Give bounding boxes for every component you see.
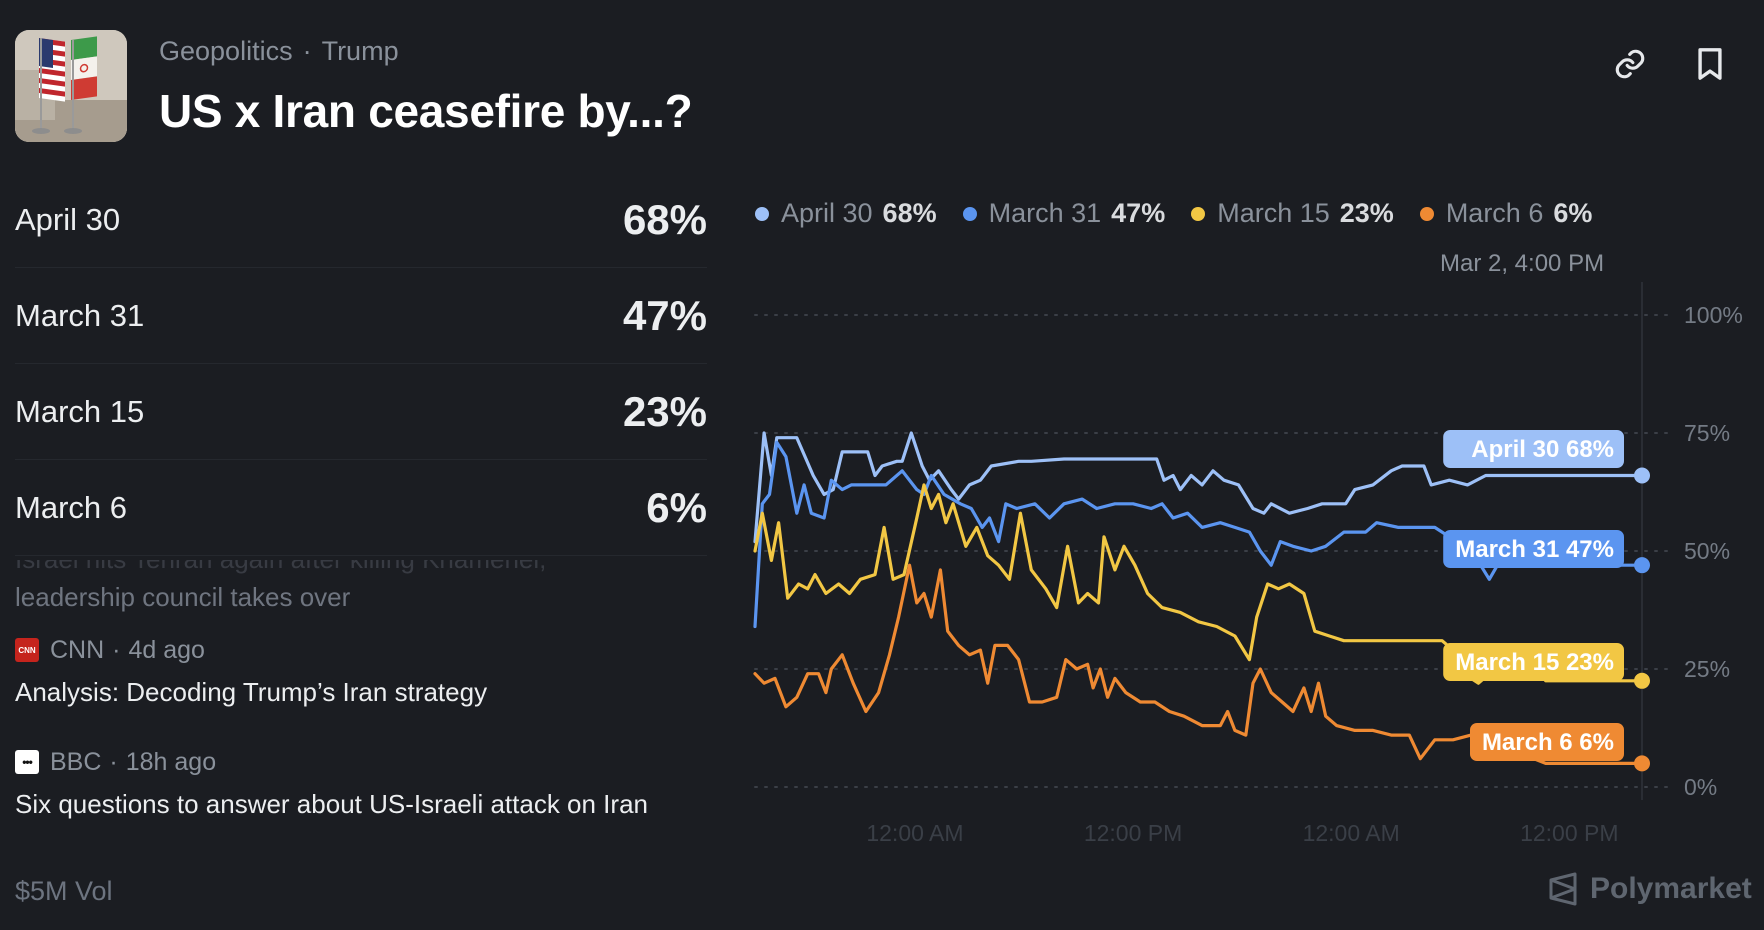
outcome-probability: 6% xyxy=(646,483,707,531)
legend-item-march-15: March 15 23% xyxy=(1191,198,1394,229)
outcome-name: March 31 xyxy=(15,297,145,333)
outcome-row-march-15[interactable]: March 15 23% xyxy=(15,364,707,460)
series-endpoint-march-31 xyxy=(1634,557,1650,574)
bbc-logo-icon: ••• xyxy=(15,750,39,774)
hover-timestamp: Mar 2, 4:00 PM xyxy=(1440,250,1605,277)
category-link[interactable]: Geopolitics xyxy=(159,36,293,66)
legend-value: 6% xyxy=(1553,198,1593,228)
legend-name: March 31 xyxy=(988,198,1102,228)
x-tick-label: 12:00 AM xyxy=(1303,820,1400,846)
news-item[interactable]: CNN CNN · 4d ago Analysis: Decoding Trum… xyxy=(15,630,715,720)
bookmark-icon xyxy=(1698,48,1722,80)
volume-label: $5M Vol xyxy=(15,876,113,906)
news-item-partial[interactable]: Israel hits Tehran again after killing K… xyxy=(15,560,715,630)
x-tick-label: 12:00 AM xyxy=(866,820,963,846)
legend-dot xyxy=(1191,206,1206,221)
outcome-probability: 23% xyxy=(622,387,707,435)
outcome-list: April 30 68% March 31 47% March 15 23% M… xyxy=(15,172,707,556)
end-label-april-30: April 30 68% xyxy=(1443,430,1624,468)
series-line-march-6 xyxy=(753,563,1644,765)
market-title: US x Iran ceasefire by...? xyxy=(159,85,693,137)
tag-link[interactable]: Trump xyxy=(321,36,399,66)
news-source: CNN xyxy=(50,635,105,664)
y-tick-label: 75% xyxy=(1684,420,1730,446)
separator-dot: · xyxy=(302,36,312,66)
outcome-row-march-31[interactable]: March 31 47% xyxy=(15,268,707,364)
y-tick-label: 50% xyxy=(1684,538,1730,564)
legend-value: 23% xyxy=(1339,198,1394,228)
news-source: BBC xyxy=(50,747,102,776)
legend-item-april-30: April 30 68% xyxy=(755,198,937,229)
end-label-text: March 6 6% xyxy=(1482,729,1614,756)
end-label-march-6: March 6 6% xyxy=(1470,723,1624,761)
separator-dot: · xyxy=(109,747,118,776)
outcome-name: March 6 xyxy=(15,489,127,525)
legend-name: March 15 xyxy=(1217,198,1330,228)
series-line-march-15 xyxy=(753,483,1644,685)
legend-name: April 30 xyxy=(781,198,873,228)
legend-dot xyxy=(755,206,769,221)
end-label-pill xyxy=(1443,643,1624,681)
outcome-probability: 68% xyxy=(622,195,707,243)
news-age: 4d ago xyxy=(128,635,205,664)
outcome-name: April 30 xyxy=(15,201,121,237)
end-label-pill xyxy=(1443,530,1624,568)
polymarket-logo[interactable]: Polymarket xyxy=(1548,872,1752,906)
legend-item-march-31: March 31 47% xyxy=(962,198,1166,229)
chart-legend: April 30 68% March 31 47% March 15 23% M… xyxy=(755,198,1618,229)
news-meta: CNN CNN · 4d ago xyxy=(15,630,715,670)
news-feed[interactable]: Israel hits Tehran again after killing K… xyxy=(15,560,715,844)
x-tick-label: 12:00 PM xyxy=(1520,820,1618,846)
news-item[interactable]: ••• BBC · 18h ago Six questions to answe… xyxy=(15,742,715,832)
outcome-row-march-6[interactable]: March 6 6% xyxy=(15,460,707,556)
us-iran-flags-image xyxy=(15,30,127,142)
series-endpoint-march-15 xyxy=(1634,672,1650,689)
copy-link-button[interactable] xyxy=(1610,44,1650,84)
polymarket-mark-icon xyxy=(1549,872,1577,906)
end-label-text: March 31 47% xyxy=(1455,536,1614,563)
series-endpoint-april-30 xyxy=(1634,467,1650,484)
y-tick-label: 100% xyxy=(1684,302,1743,328)
end-label-march-15: March 15 23% xyxy=(1443,643,1624,681)
news-age: 18h ago xyxy=(125,747,217,776)
legend-item-march-6: March 6 6% xyxy=(1419,198,1593,229)
series-line-march-31 xyxy=(753,440,1644,629)
market-thumbnail xyxy=(15,30,127,142)
axes: 100% 75% 50% 25% 0% 12:00 AM 12:00 PM 12:00 AM 1… xyxy=(866,302,1742,846)
cnn-logo-icon: CNN xyxy=(15,638,39,662)
news-headline[interactable]: Analysis: Decoding Trump’s Iran strategy xyxy=(15,677,488,707)
legend-name: March 6 xyxy=(1445,198,1544,228)
separator-dot: · xyxy=(112,635,121,664)
link-icon xyxy=(1615,49,1645,79)
outcome-name: March 15 xyxy=(15,393,145,429)
outcome-row-april-30[interactable]: April 30 68% xyxy=(15,172,707,268)
news-headline-faded-line: leadership council takes over xyxy=(15,582,351,612)
end-labels: April 30 68% March 31 47% March 15 23% Marc… xyxy=(1443,430,1624,761)
bookmark-button[interactable] xyxy=(1690,44,1730,84)
end-label-text: March 15 23% xyxy=(1455,649,1614,676)
series-line-april-30 xyxy=(753,431,1644,544)
end-label-march-31: March 31 47% xyxy=(1443,530,1624,568)
brand-name: Polymarket xyxy=(1590,872,1752,905)
news-headline-faded-line: Israel hits Tehran again after killing K… xyxy=(15,560,546,578)
news-meta: ••• BBC · 18h ago xyxy=(15,742,715,782)
y-tick-label: 0% xyxy=(1684,774,1717,800)
news-headline[interactable]: Six questions to answer about US-Israeli… xyxy=(15,789,648,819)
end-label-text: April 30 68% xyxy=(1471,436,1614,463)
breadcrumb: Geopolitics · Trump xyxy=(159,36,399,67)
series-lines xyxy=(753,431,1650,772)
legend-value: 68% xyxy=(882,198,937,228)
x-tick-label: 12:00 PM xyxy=(1084,820,1182,846)
legend-value: 47% xyxy=(1111,198,1166,228)
outcome-probability: 47% xyxy=(622,291,707,339)
y-tick-label: 25% xyxy=(1684,656,1730,682)
end-label-pill xyxy=(1443,430,1624,468)
end-label-pill xyxy=(1470,723,1624,761)
legend-dot xyxy=(962,206,977,221)
series-endpoint-march-6 xyxy=(1634,755,1650,772)
legend-dot xyxy=(1419,206,1434,221)
